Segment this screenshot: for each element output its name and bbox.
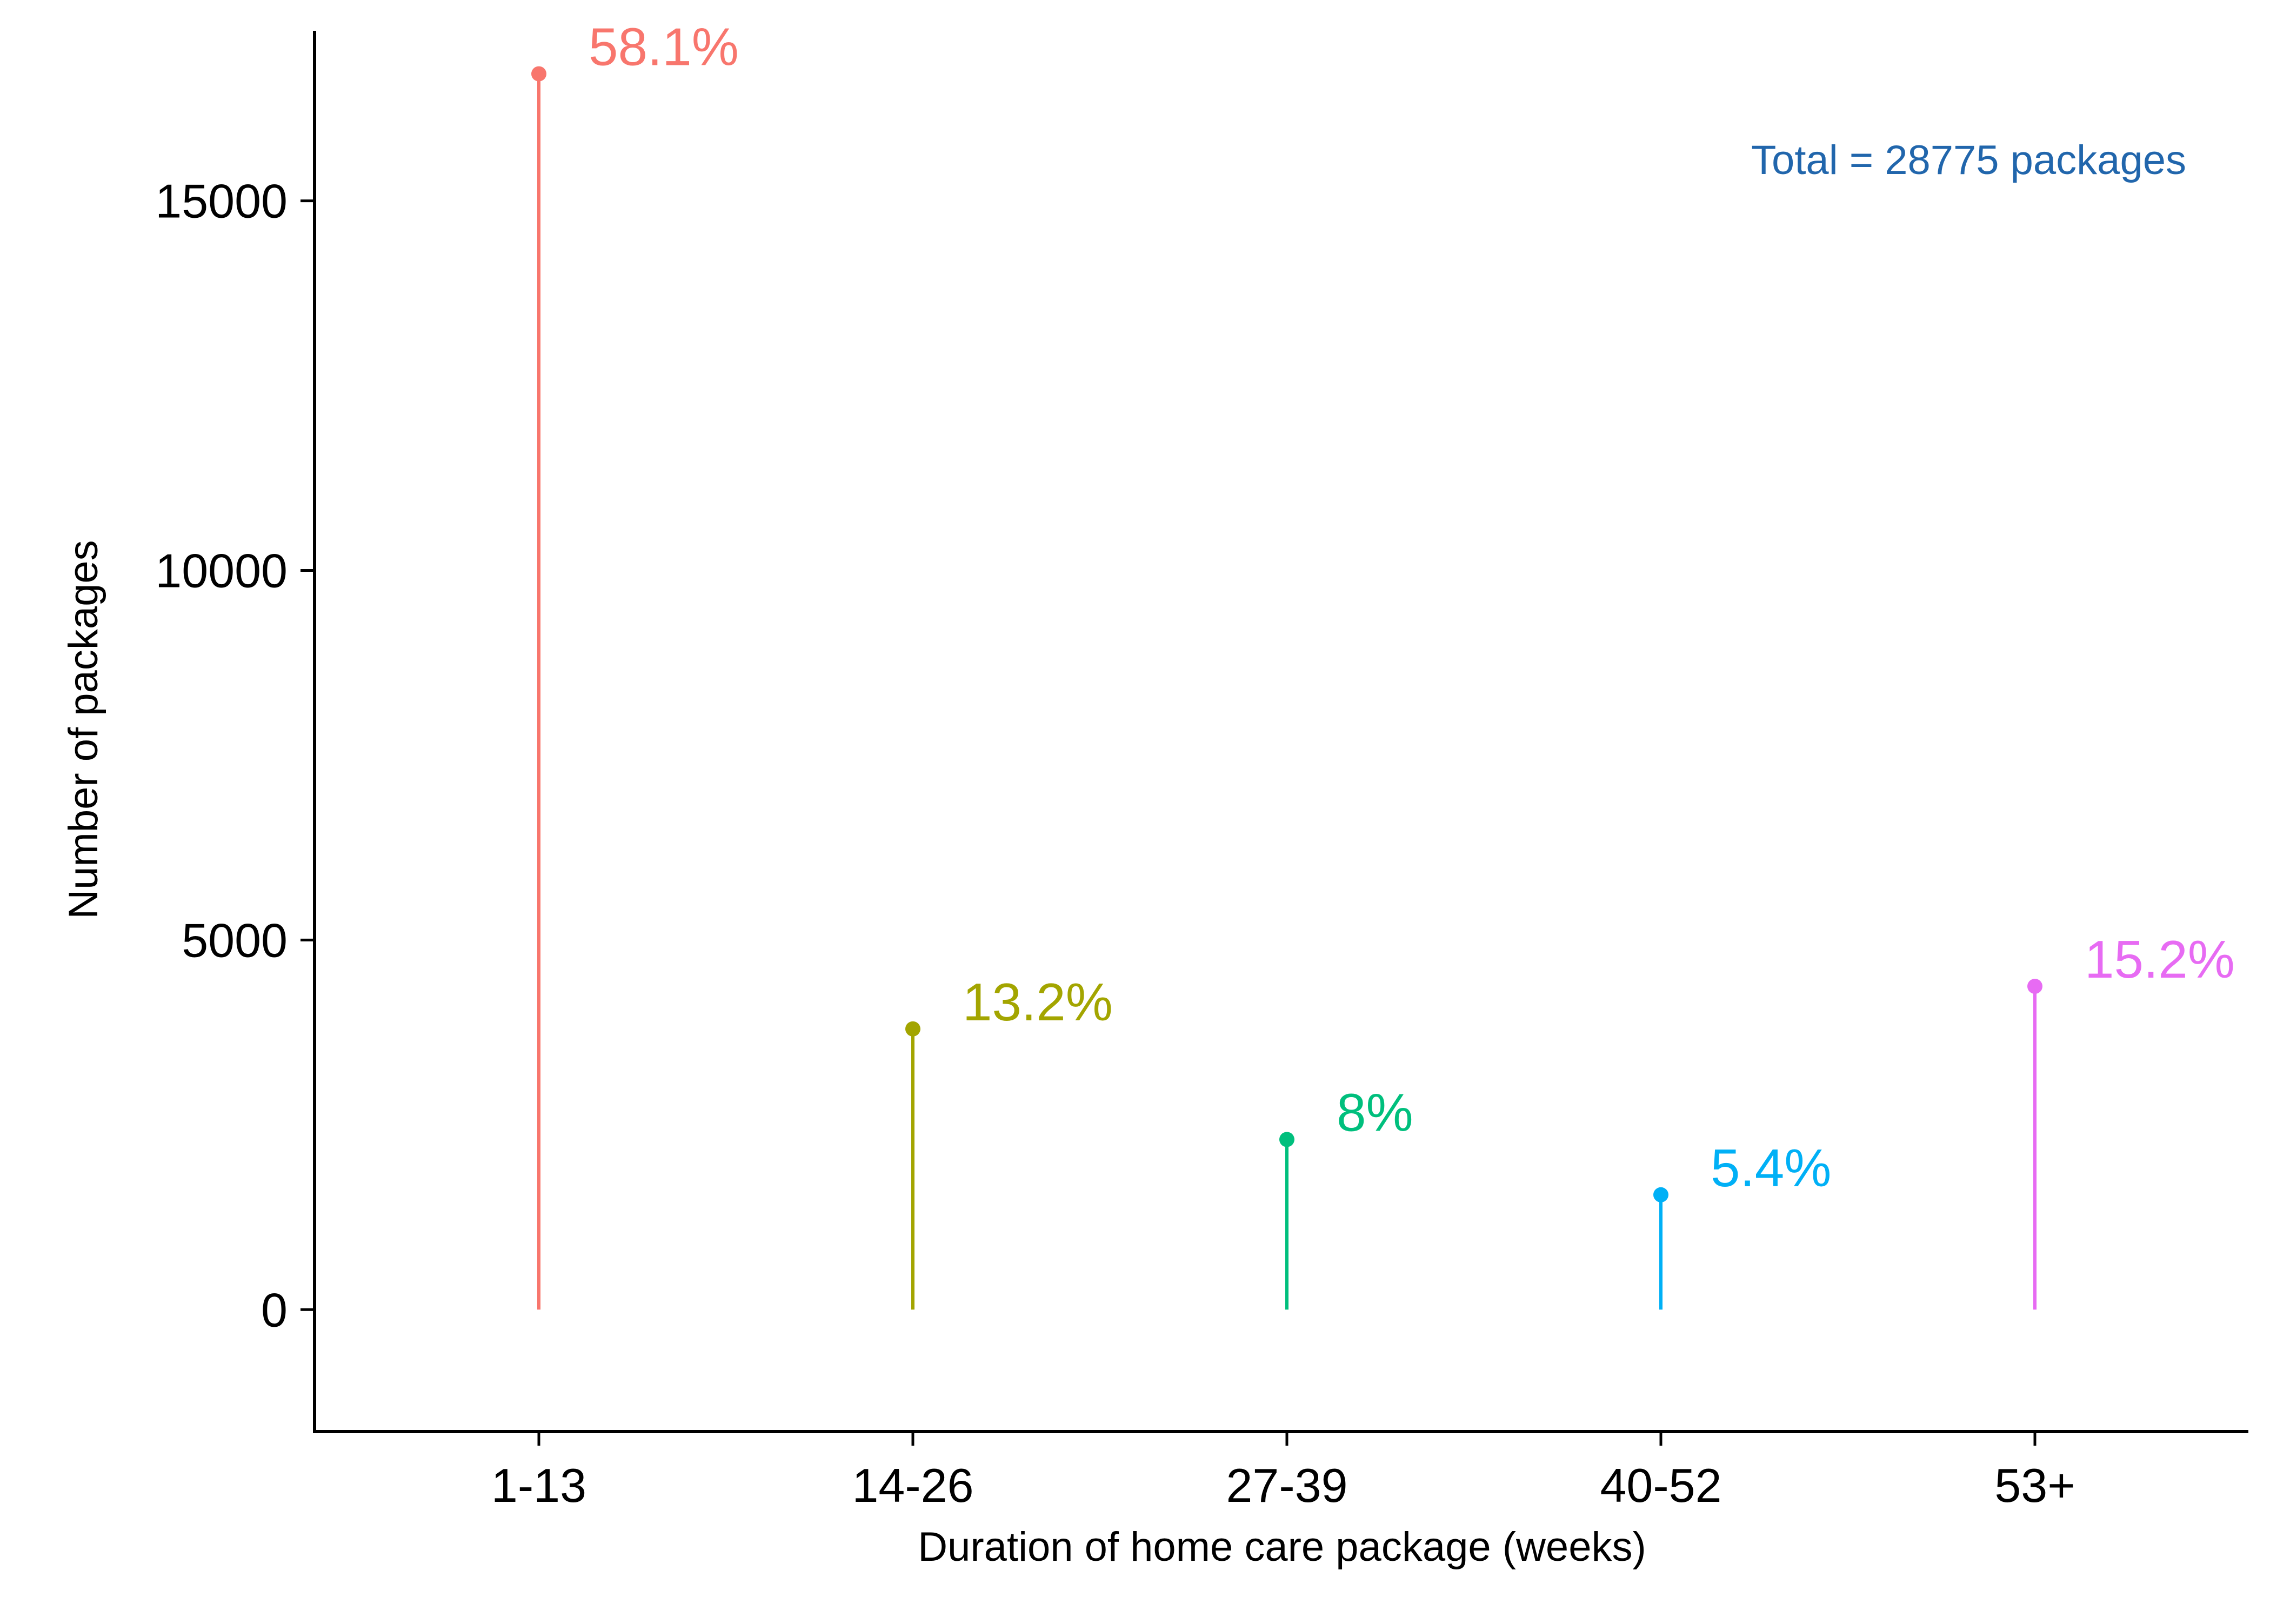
y-tick-label: 5000 <box>182 913 288 967</box>
lollipop-point-40-52 <box>1653 1187 1668 1202</box>
lollipop-point-1-13 <box>531 66 546 82</box>
x-axis-title: Duration of home care package (weeks) <box>918 1524 1646 1570</box>
x-axis-ticks: 1-13 14-26 27-39 40-52 53+ <box>491 1432 2075 1512</box>
lollipop-point-14-26 <box>905 1021 920 1037</box>
lollipop-point-53+ <box>2027 979 2042 994</box>
x-tick-label-27-39: 27-39 <box>1226 1459 1347 1512</box>
x-tick-label-1-13: 1-13 <box>491 1459 586 1512</box>
y-tick-label: 0 <box>261 1283 288 1336</box>
y-tick-label: 15000 <box>155 175 288 228</box>
x-tick-label-53+: 53+ <box>1994 1459 2075 1512</box>
x-tick-label-14-26: 14-26 <box>852 1459 973 1512</box>
lollipop-point-27-39 <box>1279 1132 1294 1147</box>
data-label-14-26: 13.2% <box>963 972 1113 1032</box>
x-tick-label-40-52: 40-52 <box>1600 1459 1721 1512</box>
data-label-53+: 15.2% <box>2085 930 2235 989</box>
y-axis-title: Number of packages <box>61 540 106 919</box>
lollipop-marks <box>531 66 2042 1310</box>
data-label-1-13: 58.1% <box>589 17 739 77</box>
axes: 0 5000 10000 15000 1-13 14-26 27-39 40-52 53+ <box>155 31 2248 1512</box>
y-axis-ticks: 0 5000 10000 15000 <box>155 175 315 1336</box>
total-annotation: Total = 28775 packages <box>1751 137 2186 183</box>
data-label-40-52: 5.4% <box>1711 1138 1831 1198</box>
data-label-27-39: 8% <box>1337 1082 1413 1142</box>
y-tick-label: 10000 <box>155 544 288 598</box>
data-labels: 58.1% 13.2% 8% 5.4% 15.2% <box>589 17 2235 1198</box>
